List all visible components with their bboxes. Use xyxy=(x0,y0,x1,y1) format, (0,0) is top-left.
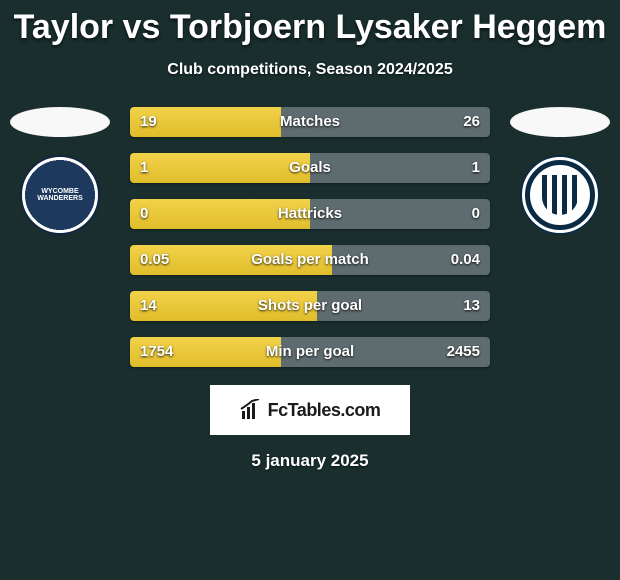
comparison-chart: WYCOMBEWANDERERS 1926Matches 11Goals 00Hat… xyxy=(0,107,620,377)
stat-row: 11Goals xyxy=(130,153,490,183)
stat-label: Goals xyxy=(130,153,490,183)
player-right-avatar xyxy=(510,107,610,137)
stat-label: Min per goal xyxy=(130,337,490,367)
club-badge-left: WYCOMBEWANDERERS xyxy=(20,155,100,235)
player-left-column: WYCOMBEWANDERERS xyxy=(5,107,115,235)
stat-row: 0.050.04Goals per match xyxy=(130,245,490,275)
stat-label: Shots per goal xyxy=(130,291,490,321)
club-badge-right xyxy=(520,155,600,235)
club-badge-left-text: WYCOMBEWANDERERS xyxy=(37,188,83,202)
date-text: 5 january 2025 xyxy=(0,451,620,471)
stat-row: 17542455Min per goal xyxy=(130,337,490,367)
subtitle: Club competitions, Season 2024/2025 xyxy=(0,61,620,79)
stat-rows: 1926Matches 11Goals 00Hattricks 0.050.04Goa… xyxy=(130,107,490,383)
watermark: FcTables.com xyxy=(210,385,410,435)
stat-label: Matches xyxy=(130,107,490,137)
player-left-avatar xyxy=(10,107,110,137)
stat-label: Goals per match xyxy=(130,245,490,275)
stat-row: 00Hattricks xyxy=(130,199,490,229)
stat-row: 1413Shots per goal xyxy=(130,291,490,321)
watermark-text: FcTables.com xyxy=(268,400,381,421)
stat-row: 1926Matches xyxy=(130,107,490,137)
page-title: Taylor vs Torbjoern Lysaker Heggem xyxy=(0,0,620,47)
player-right-column xyxy=(505,107,615,235)
watermark-icon xyxy=(240,399,262,421)
club-badge-right-ring xyxy=(525,160,595,230)
stat-label: Hattricks xyxy=(130,199,490,229)
